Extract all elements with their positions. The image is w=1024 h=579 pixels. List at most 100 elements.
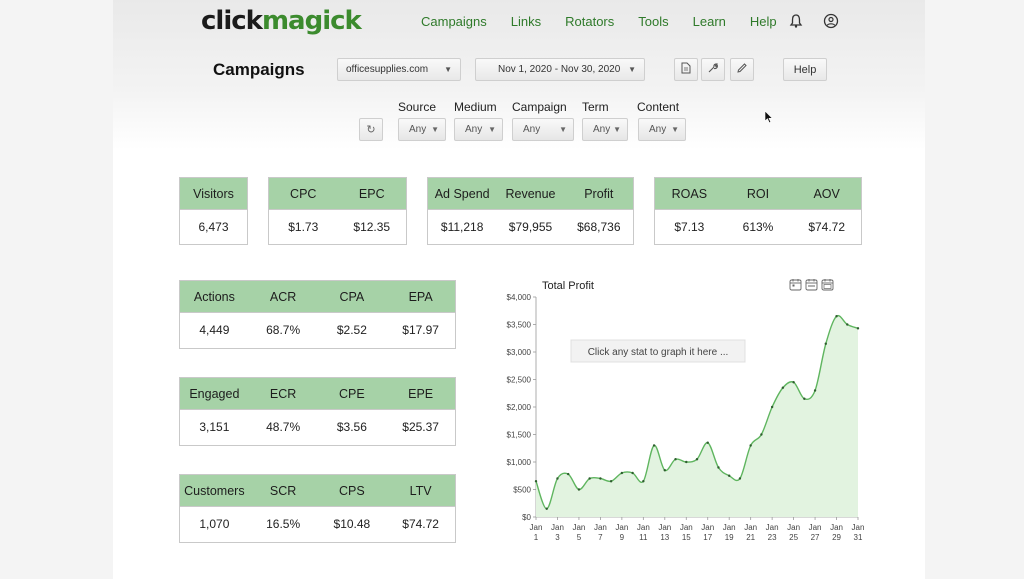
x-tick-label-month: Jan [615,523,628,532]
x-tick-label-day: 21 [746,533,755,542]
data-point [652,444,656,447]
stat-value: $74.72 [402,517,439,531]
stat-value: $12.35 [353,220,391,234]
stat-value: 613% [742,220,774,234]
graph-hint-text: Click any stat to graph it here ... [588,347,729,358]
data-point [663,469,666,472]
filter-label-term: Term [582,100,609,114]
x-tick-label-day: 19 [725,533,734,542]
domain-select-value: officesupplies.com [346,64,429,75]
chart-svg: Total Profit $0 $500 $1,000 $1,500 $2,000 $2,… [507,279,864,542]
user-icon[interactable] [823,13,839,29]
nav-tools[interactable]: Tools [638,14,669,29]
stat-card-customers[interactable]: Customers SCR CPS LTV 1,070 16.5% $10.48… [179,474,456,543]
chevron-down-icon: ▼ [671,125,679,134]
nav-learn[interactable]: Learn [692,14,726,29]
clickmagick-logo[interactable]: clickmagick [201,6,362,36]
refresh-icon: ↻ [366,124,376,136]
data-point [567,472,570,476]
filter-label-source: Source [398,100,437,114]
stat-header: AOV [813,186,840,201]
stat-header: ROI [746,186,770,201]
stat-card-visitors[interactable]: Visitors 6,473 [179,177,248,245]
chevron-down-icon: ▼ [444,65,452,74]
nav-help[interactable]: Help [749,14,777,29]
date-range-select[interactable]: Nov 1, 2020 - Nov 30, 2020 ▼ [475,58,645,81]
stat-header: SCR [269,483,297,498]
x-tick-label-month: Jan [594,523,607,532]
nav-links[interactable]: Links [510,14,542,29]
filter-source-select[interactable]: Any ▼ [398,118,446,141]
main-nav: Campaigns Links Rotators Tools Learn Hel… [421,14,801,29]
stat-header: CPC [290,186,317,201]
filter-campaign-select[interactable]: Any ▼ [512,118,574,141]
chart-title: Total Profit [542,280,594,292]
data-point [824,342,827,345]
filter-label-content: Content [637,100,680,114]
data-point [706,441,709,444]
x-tick-label-day: 5 [577,533,582,542]
x-tick-label-month: Jan [530,523,543,532]
calendar-week-icon[interactable] [805,279,818,291]
filter-content-value: Any [649,124,667,135]
y-tick-label: $3,500 [507,321,532,330]
data-point [545,507,548,510]
total-profit-chart[interactable]: Total Profit $0 $500 $1,000 $1,500 $2,000 $2,… [496,272,876,552]
nav-rotators[interactable]: Rotators [565,14,615,29]
edit-button[interactable] [730,58,754,81]
pencil-icon [736,62,748,77]
refresh-button[interactable]: ↻ [359,118,383,141]
x-tick-label-day: 9 [620,533,625,542]
nav-campaigns[interactable]: Campaigns [421,14,487,29]
x-tick-label-month: Jan [680,523,693,532]
stat-header: ACR [269,289,297,304]
calendar-month-icon[interactable] [821,279,834,291]
x-tick-label-month: Jan [572,523,585,532]
stat-card-spend[interactable]: Ad Spend Revenue Profit $11,218 $79,955 … [427,177,634,245]
wrench-icon [707,62,719,77]
data-point [738,477,742,480]
graph-hint-box: Click any stat to graph it here ... [570,339,746,363]
filter-medium-select[interactable]: Any ▼ [454,118,503,141]
domain-select[interactable]: officesupplies.com ▼ [337,58,461,81]
data-point [856,327,860,330]
stat-card-cost[interactable]: CPC EPC $1.73 $12.35 [268,177,407,245]
x-tick-label-month: Jan [787,523,800,532]
stat-header: CPE [339,386,365,401]
report-button[interactable] [674,58,698,81]
filter-medium-value: Any [465,124,483,135]
stat-value: $7.13 [674,220,705,234]
filter-label-campaign: Campaign [512,100,567,114]
y-tick-label: $1,000 [507,458,532,467]
filter-term-select[interactable]: Any ▼ [582,118,628,141]
stat-header: CPS [339,483,365,498]
stat-card-returns[interactable]: ROAS ROI AOV $7.13 613% $74.72 [654,177,862,245]
x-tick-label-month: Jan [723,523,736,532]
stat-value: $1.73 [288,220,319,234]
data-point [674,458,677,461]
stat-value: $3.56 [336,420,367,434]
stat-card-engaged[interactable]: Engaged ECR CPE EPE 3,151 48.7% $3.56 $2… [179,377,456,446]
y-tick-label: $3,000 [507,348,532,357]
chevron-down-icon: ▼ [488,125,496,134]
stat-card-actions[interactable]: Actions ACR CPA EPA 4,449 68.7% $2.52 $1… [179,280,456,349]
wrench-button[interactable] [701,58,725,81]
stat-header: Revenue [505,186,556,201]
stat-header: LTV [409,483,432,498]
y-tick-label: $2,500 [507,376,532,385]
filter-content-select[interactable]: Any ▼ [638,118,686,141]
stat-header: CPA [339,289,365,304]
data-point [728,474,731,477]
help-button[interactable]: Help [783,58,827,81]
x-tick-label-day: 3 [555,533,560,542]
calendar-day-icon[interactable] [789,279,802,291]
help-button-label: Help [793,63,817,76]
report-icon [681,62,691,77]
stat-value: $17.97 [402,323,439,337]
data-point [556,477,559,480]
data-point [609,480,613,483]
bell-icon[interactable] [788,13,804,29]
x-tick-label-day: 25 [789,533,798,542]
filter-source-value: Any [409,124,427,135]
stat-header: ECR [269,386,297,401]
